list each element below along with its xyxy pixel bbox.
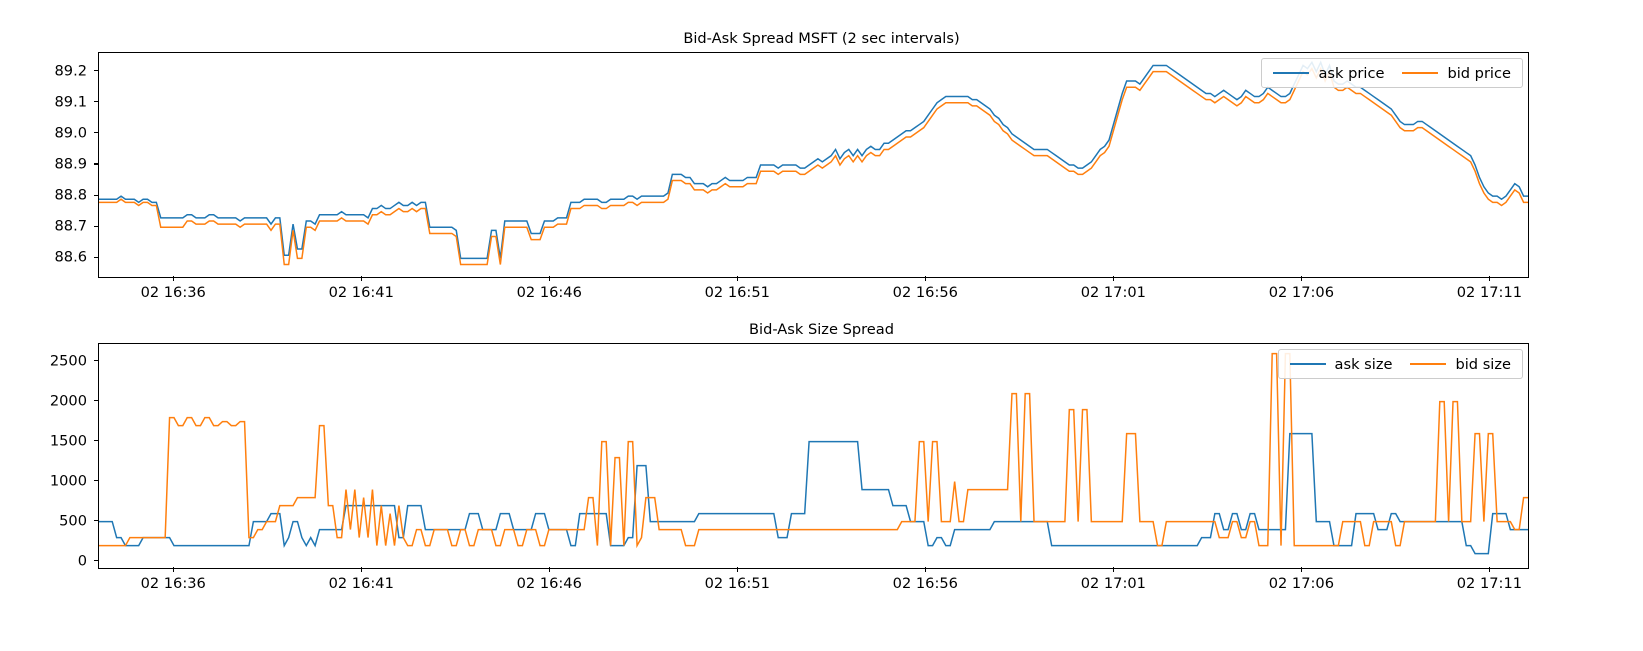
legend-entry: bid size — [1410, 350, 1511, 378]
legend-label: bid price — [1447, 64, 1511, 82]
x-tick-label: 02 17:06 — [1268, 284, 1334, 301]
x-tick-mark — [1488, 567, 1490, 572]
x-tick-label: 02 17:11 — [1456, 575, 1523, 592]
x-tick-label: 02 16:41 — [328, 284, 394, 301]
y-tick-label: 88.9 — [54, 155, 88, 173]
x-tick-mark — [548, 567, 550, 572]
x-tick-mark — [172, 567, 174, 572]
x-tick-mark — [736, 567, 738, 572]
y-tick-label: 1000 — [49, 472, 87, 490]
y-tick-label: 88.7 — [54, 217, 88, 235]
legend-line-swatch — [1410, 363, 1447, 365]
y-tick-label: 0 — [77, 552, 87, 570]
size-chart-panel: Bid-Ask Size Spread 0 500 1000 1500 2000 2500… — [0, 321, 1643, 651]
y-tick-mark — [93, 101, 98, 103]
y-tick-mark — [93, 163, 98, 165]
price-series-svg — [99, 60, 1528, 266]
series-line — [99, 352, 1528, 549]
y-tick-mark — [93, 225, 98, 227]
series-line — [99, 60, 1528, 260]
y-tick-mark — [93, 400, 98, 402]
x-tick-label: 02 16:51 — [704, 284, 770, 301]
x-tick-mark — [1488, 276, 1490, 281]
legend-label: bid size — [1455, 355, 1511, 373]
x-tick-mark — [360, 567, 362, 572]
price-legend: ask price bid price — [1261, 58, 1523, 88]
y-tick-mark — [93, 480, 98, 482]
y-tick-label: 89.2 — [54, 62, 88, 80]
x-tick-label: 02 16:36 — [140, 284, 206, 301]
x-tick-mark — [360, 276, 362, 281]
legend-label: ask size — [1334, 355, 1393, 373]
x-tick-label: 02 17:11 — [1456, 284, 1523, 301]
price-plot-area — [98, 52, 1529, 278]
x-tick-label: 02 16:41 — [328, 575, 394, 592]
series-line — [99, 66, 1528, 266]
x-tick-label: 02 16:51 — [704, 575, 770, 592]
y-tick-label: 2000 — [49, 392, 87, 410]
x-tick-label: 02 16:46 — [516, 575, 582, 592]
legend-entry: bid price — [1402, 59, 1511, 87]
y-tick-label: 88.6 — [54, 248, 88, 266]
x-tick-label: 02 16:56 — [892, 575, 958, 592]
y-tick-mark — [93, 194, 98, 196]
legend-entry: ask size — [1289, 350, 1411, 378]
y-tick-label: 88.8 — [54, 186, 88, 204]
size-plot-area — [98, 343, 1529, 569]
legend-entry: ask price — [1273, 59, 1402, 87]
y-tick-mark — [93, 440, 98, 442]
y-tick-mark — [93, 70, 98, 72]
y-tick-label: 500 — [59, 512, 87, 530]
legend-line-swatch — [1273, 72, 1310, 74]
size-chart-title: Bid-Ask Size Spread — [749, 321, 894, 338]
x-tick-mark — [1300, 276, 1302, 281]
y-tick-label: 2500 — [49, 352, 87, 370]
x-tick-mark — [1112, 567, 1114, 572]
y-tick-mark — [93, 520, 98, 522]
y-tick-label: 1500 — [49, 432, 87, 450]
y-tick-mark — [93, 360, 98, 362]
x-tick-label: 02 16:36 — [140, 575, 206, 592]
price-chart-title: Bid-Ask Spread MSFT (2 sec intervals) — [683, 30, 960, 47]
x-tick-mark — [924, 567, 926, 572]
legend-label: ask price — [1318, 64, 1385, 82]
legend-line-swatch — [1402, 72, 1439, 74]
y-tick-mark — [93, 256, 98, 258]
size-legend: ask size bid size — [1277, 349, 1523, 379]
price-chart-panel: Bid-Ask Spread MSFT (2 sec intervals) 88… — [0, 0, 1643, 325]
x-tick-label: 02 17:01 — [1080, 284, 1146, 301]
x-tick-mark — [924, 276, 926, 281]
series-line — [99, 432, 1528, 555]
x-tick-label: 02 17:06 — [1268, 575, 1334, 592]
x-tick-mark — [1112, 276, 1114, 281]
x-tick-label: 02 17:01 — [1080, 575, 1146, 592]
x-tick-label: 02 16:56 — [892, 284, 958, 301]
x-tick-mark — [1300, 567, 1302, 572]
y-tick-mark — [93, 560, 98, 562]
x-tick-mark — [172, 276, 174, 281]
y-tick-label: 89.1 — [54, 93, 88, 111]
y-tick-label: 89.0 — [54, 124, 88, 142]
legend-line-swatch — [1289, 363, 1326, 365]
x-tick-mark — [548, 276, 550, 281]
y-tick-mark — [93, 132, 98, 134]
x-tick-label: 02 16:46 — [516, 284, 582, 301]
x-tick-mark — [736, 276, 738, 281]
